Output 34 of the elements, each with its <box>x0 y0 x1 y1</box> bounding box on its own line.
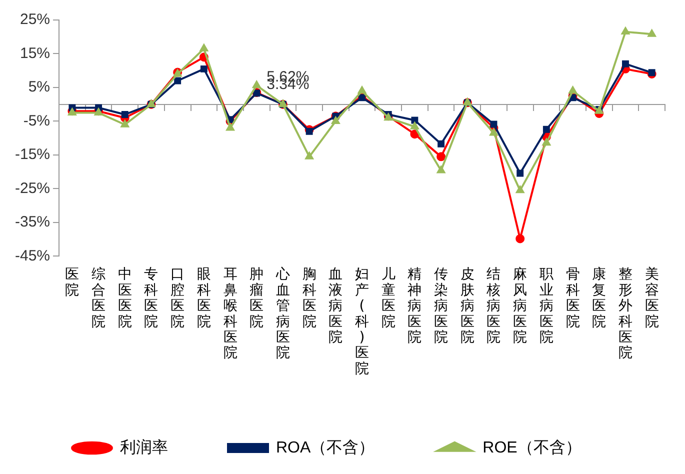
legend-label: ROA（不含） <box>276 438 375 456</box>
x-tick-label: 结核病医院 <box>486 266 501 346</box>
x-tick-label: 胸科医院 <box>302 266 316 330</box>
x-tick-label: 妇产(科)医院 <box>355 266 370 377</box>
x-tick-label: 皮肤病医院 <box>460 266 474 346</box>
x-tick-label: 骨科医院 <box>566 266 580 330</box>
x-tick-label: 康复医院 <box>592 266 606 330</box>
x-tick-label: 美容医院 <box>644 266 659 330</box>
y-tick-label: -25% <box>14 180 50 197</box>
y-tick-label: -45% <box>14 247 50 264</box>
x-tick-label: 职业病医院 <box>539 266 554 346</box>
x-tick-label: 眼科医院 <box>196 266 211 330</box>
x-tick-label: 心血管病医院 <box>274 266 290 362</box>
x-tick-label: 综合医院 <box>92 266 106 330</box>
legend-label: ROE（不含） <box>482 438 582 456</box>
x-tick-label: 传染病医院 <box>434 266 448 346</box>
y-tick-label: 15% <box>20 44 50 62</box>
x-tick-label: 血液病医院 <box>328 266 343 346</box>
y-tick-label: -15% <box>14 146 50 164</box>
x-tick-label: 精神病医院 <box>408 266 422 346</box>
x-tick-label: 医院 <box>65 266 80 298</box>
x-tick-label: 专科医院 <box>144 266 158 330</box>
x-tick-label: 耳鼻喉科医院 <box>223 266 238 362</box>
y-tick-label: 25% <box>20 11 50 28</box>
x-tick-label: 肿瘤医院 <box>250 266 264 330</box>
x-tick-label: 麻风病医院 <box>513 266 528 346</box>
x-tick-label: 儿童医院 <box>381 266 396 330</box>
x-tick-label: 中医医院 <box>118 266 132 330</box>
y-tick-label: 5% <box>28 78 50 96</box>
x-tick-label: 整形外科医院 <box>618 266 632 362</box>
legend-label: 利润率 <box>120 438 168 456</box>
y-tick-label: -5% <box>23 112 50 130</box>
y-tick-label: -35% <box>14 214 50 231</box>
x-tick-label: 口腔医院 <box>170 266 185 330</box>
